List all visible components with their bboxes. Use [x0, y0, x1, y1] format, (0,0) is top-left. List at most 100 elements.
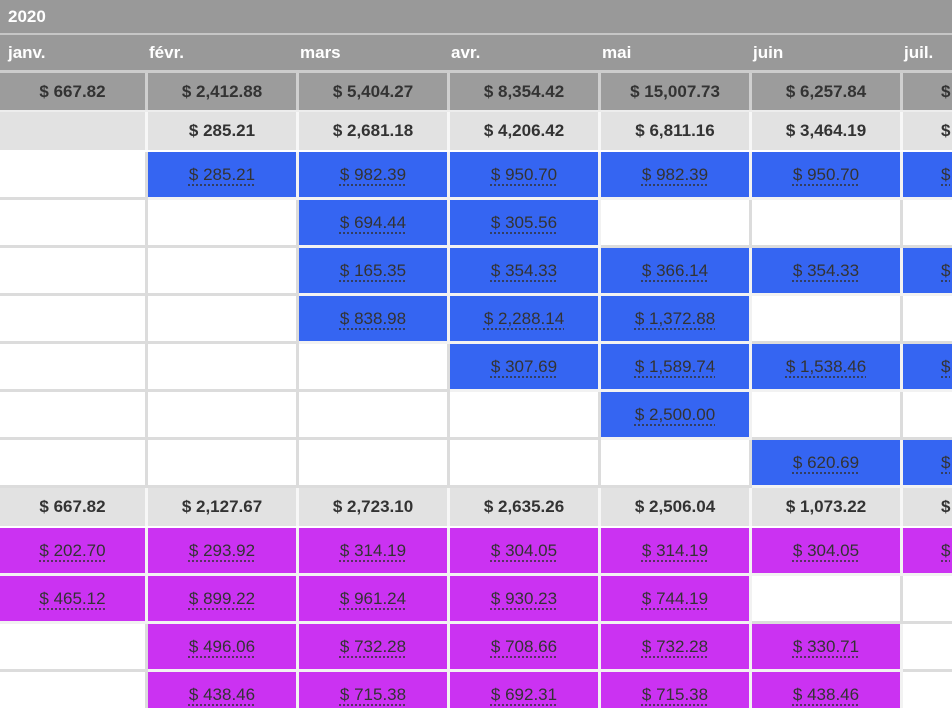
- amount-cell[interactable]: $ 982.39: [601, 152, 752, 200]
- subtotal-cell: $ 3,464.19: [752, 112, 903, 150]
- amount-cell[interactable]: $ 330.71: [752, 624, 903, 672]
- amount-cell[interactable]: $ 496.06: [148, 624, 299, 672]
- amount-cell[interactable]: $ 304.05: [752, 528, 903, 576]
- subtotal-cell: $ 2,723.10: [299, 488, 450, 526]
- amount-cell[interactable]: $ 465.12: [0, 576, 148, 624]
- amount-cell[interactable]: $ 1,372.88: [601, 296, 752, 344]
- total-cell: $ 667.82: [0, 73, 148, 110]
- empty-cell: [0, 200, 148, 248]
- subtotal-cell: $ 2,681.18: [299, 112, 450, 150]
- amount-cell[interactable]: $ 620.69: [752, 440, 903, 488]
- table-row: $ 438.46 $ 715.38 $ 692.31 $ 715.38 $ 438.46: [0, 672, 952, 708]
- amount-cell[interactable]: $ 304.05: [450, 528, 601, 576]
- amount-cell[interactable]: $ 715.38: [601, 672, 752, 708]
- amount-cell[interactable]: $ 305.56: [450, 200, 601, 248]
- table-row: $ 165.35 $ 354.33 $ 366.14 $ 354.33 $: [0, 248, 952, 296]
- amount-cell[interactable]: $ 744.19: [601, 576, 752, 624]
- empty-cell: [0, 296, 148, 344]
- amount-cell[interactable]: $ 694.44: [299, 200, 450, 248]
- table-row: $ 285.21 $ 2,681.18 $ 4,206.42 $ 6,811.16 $ …: [0, 112, 952, 152]
- empty-cell: [601, 200, 752, 248]
- amount-cell[interactable]: $ 961.24: [299, 576, 450, 624]
- empty-cell: [601, 440, 752, 488]
- amount-cell[interactable]: $: [903, 440, 952, 488]
- subtotal-cell: $ 4,206.42: [450, 112, 601, 150]
- column-header-6: juin: [752, 35, 903, 70]
- amount-cell[interactable]: $ 314.19: [601, 528, 752, 576]
- table-row: $ 667.82 $ 2,127.67 $ 2,723.10 $ 2,635.26 $ …: [0, 488, 952, 528]
- amount-cell[interactable]: $ 314.19: [299, 528, 450, 576]
- table-row: $ 667.82 $ 2,412.88 $ 5,404.27 $ 8,354.42 $ …: [0, 73, 952, 112]
- amount-cell[interactable]: $ 899.22: [148, 576, 299, 624]
- total-cell: $ 6,257.84: [752, 73, 903, 110]
- amount-cell[interactable]: $ 354.33: [450, 248, 601, 296]
- column-header-5: mai: [601, 35, 752, 70]
- amount-cell[interactable]: $ 438.46: [148, 672, 299, 708]
- empty-cell: [148, 440, 299, 488]
- amount-cell[interactable]: $ 165.35: [299, 248, 450, 296]
- empty-cell: [148, 248, 299, 296]
- amount-cell[interactable]: $ 708.66: [450, 624, 601, 672]
- amount-cell[interactable]: $ 438.46: [752, 672, 903, 708]
- empty-cell: [299, 440, 450, 488]
- empty-cell: [148, 200, 299, 248]
- subtotal-cell: $: [903, 112, 952, 150]
- empty-cell: [0, 672, 148, 708]
- amount-cell[interactable]: $ 950.70: [450, 152, 601, 200]
- subtotal-cell: $ 285.21: [148, 112, 299, 150]
- amount-cell[interactable]: $ 307.69: [450, 344, 601, 392]
- amount-cell[interactable]: $ 692.31: [450, 672, 601, 708]
- subtotal-cell: $ 6,811.16: [601, 112, 752, 150]
- amount-cell[interactable]: $ 366.14: [601, 248, 752, 296]
- empty-cell: [0, 152, 148, 200]
- empty-cell: [148, 344, 299, 392]
- amount-cell[interactable]: $ 202.70: [0, 528, 148, 576]
- amount-cell[interactable]: $ 930.23: [450, 576, 601, 624]
- amount-cell[interactable]: $ 285.21: [148, 152, 299, 200]
- amount-cell[interactable]: $ 732.28: [299, 624, 450, 672]
- month-header-row: janv. févr. mars avr. mai juin juil.: [0, 35, 952, 73]
- empty-cell: [0, 112, 148, 150]
- amount-cell[interactable]: $ 715.38: [299, 672, 450, 708]
- amount-cell[interactable]: $ 2,288.14: [450, 296, 601, 344]
- subtotal-cell: $ 1,073.22: [752, 488, 903, 526]
- total-cell: $ 5,404.27: [299, 73, 450, 110]
- empty-cell: [0, 440, 148, 488]
- table-row: $ 496.06 $ 732.28 $ 708.66 $ 732.28 $ 330.71: [0, 624, 952, 672]
- table-row: $ 694.44 $ 305.56: [0, 200, 952, 248]
- empty-cell: [299, 344, 450, 392]
- empty-cell: [0, 624, 148, 672]
- empty-cell: [903, 576, 952, 624]
- amount-cell[interactable]: $ 2,500.00: [601, 392, 752, 440]
- table-row: $ 202.70 $ 293.92 $ 314.19 $ 304.05 $ 314.19…: [0, 528, 952, 576]
- empty-cell: [0, 248, 148, 296]
- empty-cell: [299, 392, 450, 440]
- amount-cell[interactable]: $ 1,538.46: [752, 344, 903, 392]
- empty-cell: [752, 576, 903, 624]
- amount-cell[interactable]: $: [903, 344, 952, 392]
- subtotal-cell: $ 667.82: [0, 488, 148, 526]
- subtotal-cell: $ 2,127.67: [148, 488, 299, 526]
- amount-cell[interactable]: $ 1,589.74: [601, 344, 752, 392]
- empty-cell: [450, 392, 601, 440]
- empty-cell: [903, 392, 952, 440]
- amount-cell[interactable]: $: [903, 528, 952, 576]
- table-row: $ 2,500.00: [0, 392, 952, 440]
- empty-cell: [903, 624, 952, 672]
- amount-cell[interactable]: $ 354.33: [752, 248, 903, 296]
- amount-cell[interactable]: $ 950.70: [752, 152, 903, 200]
- empty-cell: [903, 200, 952, 248]
- column-header-3: mars: [299, 35, 450, 70]
- total-cell: $ 15,007.73: [601, 73, 752, 110]
- table-row: $ 307.69 $ 1,589.74 $ 1,538.46 $: [0, 344, 952, 392]
- column-header-4: avr.: [450, 35, 601, 70]
- amount-cell[interactable]: $ 982.39: [299, 152, 450, 200]
- amount-cell[interactable]: $ 838.98: [299, 296, 450, 344]
- amount-cell[interactable]: $ 732.28: [601, 624, 752, 672]
- amount-cell[interactable]: $: [903, 152, 952, 200]
- year-header: 2020: [0, 0, 952, 35]
- amount-cell[interactable]: $ 293.92: [148, 528, 299, 576]
- amount-cell[interactable]: $: [903, 248, 952, 296]
- empty-cell: [148, 296, 299, 344]
